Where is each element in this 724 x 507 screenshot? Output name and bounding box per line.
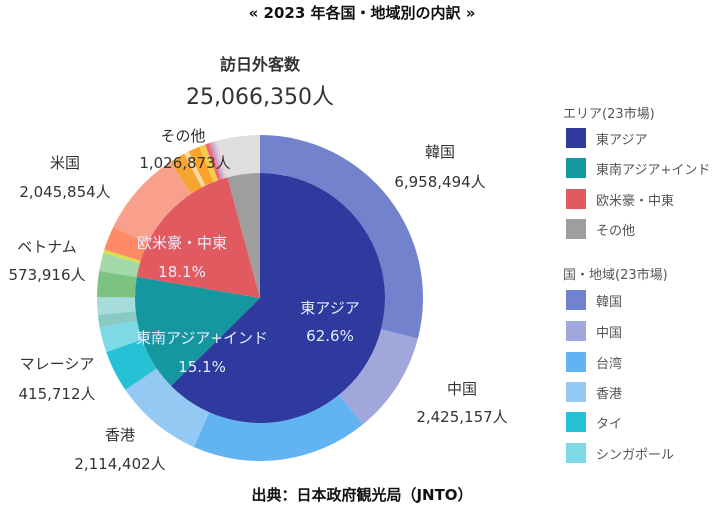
callout-hongkong-value: 2,114,402人 [74, 455, 165, 473]
callout-other-value: 1,026,873人 [139, 154, 230, 172]
callout-china-name: 中国 [447, 380, 477, 398]
outer-segment[interactable] [125, 368, 210, 447]
inner-slice[interactable] [227, 173, 260, 298]
legend-label: シンガポール [596, 447, 675, 463]
source-note: 出典：日本政府観光局（JNTO） [251, 486, 473, 504]
legend-swatch [566, 219, 586, 239]
callout-usa-value: 2,045,854人 [19, 183, 110, 201]
legend-label: 欧米豪・中東 [596, 193, 675, 209]
callout-other-name: その他 [160, 127, 205, 145]
legend-area-item[interactable]: その他 [566, 219, 635, 239]
outer-segment[interactable] [211, 141, 225, 179]
outer-segment[interactable] [205, 143, 221, 181]
legend-label: 東南アジア+インド [596, 162, 711, 178]
center-value: 25,066,350人 [186, 85, 334, 110]
outer-segment[interactable] [97, 311, 138, 328]
outer-segment[interactable] [199, 144, 219, 182]
legend-area-item[interactable]: 東南アジア+インド [566, 158, 710, 178]
legend-swatch [566, 382, 586, 402]
legend-area-item[interactable]: 東アジア [566, 128, 647, 148]
legend-country-title: 国・地域(23市場) [563, 268, 668, 283]
center-title: 訪日外客数 [220, 55, 301, 74]
outer-segment[interactable] [97, 297, 136, 316]
outer-segment[interactable] [104, 226, 148, 261]
outer-ring [97, 135, 424, 461]
outer-segment[interactable] [214, 140, 227, 179]
inner-slice-name: 東アジア [300, 299, 359, 317]
legend-area-item[interactable]: 欧米豪・中東 [566, 189, 674, 209]
inner-slice-percent: 62.6% [306, 327, 354, 345]
legend-country-item[interactable]: 台湾 [566, 352, 622, 372]
legend-label: タイ [596, 416, 623, 432]
outer-segment[interactable] [209, 142, 224, 180]
legend-swatch [566, 412, 586, 432]
outer-segment[interactable] [106, 339, 157, 390]
legend-label: 東アジア [596, 132, 648, 148]
legend-country-item[interactable]: 香港 [566, 382, 622, 402]
callout-usa-name: 米国 [50, 154, 80, 172]
legend-country-item[interactable]: 韓国 [566, 290, 622, 310]
callout-vietnam-name: ベトナム [17, 238, 77, 256]
outer-segment[interactable] [113, 161, 192, 244]
inner-slice-name: 欧米豪・中東 [137, 234, 227, 252]
legend-label: 韓国 [596, 294, 623, 310]
legend-label: 香港 [596, 386, 623, 402]
outer-segment[interactable] [184, 151, 206, 188]
legend-swatch [566, 158, 586, 178]
outer-segment[interactable] [99, 320, 143, 353]
inner-slice-name: 東南アジア+インド [136, 329, 268, 347]
inner-slice[interactable] [171, 173, 385, 424]
outer-segment[interactable] [260, 135, 424, 339]
legend-swatch [566, 443, 586, 463]
legend-country-item[interactable]: 中国 [566, 321, 622, 341]
inner-slice[interactable] [134, 276, 260, 386]
legend-label: 中国 [596, 325, 623, 341]
outer-segment[interactable] [216, 135, 260, 178]
inner-slice-percent: 18.1% [158, 263, 206, 281]
inner-slice[interactable] [136, 177, 260, 298]
callout-malaysia-value: 415,712人 [18, 385, 95, 403]
callout-korea-name: 韓国 [425, 143, 455, 161]
legend-swatch [566, 128, 586, 148]
outer-segment[interactable] [99, 252, 140, 278]
callout-china-value: 2,425,157人 [416, 408, 507, 426]
chart-title: « 2023 年各国・地域別の内訳 » [248, 4, 476, 22]
legend-swatch [566, 189, 586, 209]
callout-korea-value: 6,958,494人 [394, 173, 485, 191]
outer-segment[interactable] [193, 394, 363, 461]
callout-malaysia-name: マレーシア [20, 355, 95, 373]
inner-pie [134, 173, 385, 424]
outer-segment[interactable] [338, 329, 418, 425]
legend-swatch [566, 321, 586, 341]
outer-segment[interactable] [170, 153, 202, 194]
outer-segment[interactable] [103, 249, 141, 264]
legend-swatch [566, 290, 586, 310]
inner-slice-percent: 15.1% [178, 358, 226, 376]
legend-country-item[interactable]: シンガポール [566, 443, 674, 463]
legend-swatch [566, 352, 586, 372]
legend-label: 台湾 [596, 356, 623, 372]
legend-label: その他 [596, 223, 636, 239]
callout-vietnam-value: 573,916人 [8, 266, 85, 284]
inner-labels: 東アジア 62.6% 東南アジア+インド 15.1% 欧米豪・中東 18.1% [136, 234, 360, 376]
legend-country-item[interactable]: タイ [566, 412, 622, 432]
outer-segment[interactable] [97, 270, 137, 298]
callout-hongkong-name: 香港 [105, 426, 135, 444]
outer-segment[interactable] [188, 146, 214, 186]
legend-area-title: エリア(23市場) [563, 107, 655, 122]
